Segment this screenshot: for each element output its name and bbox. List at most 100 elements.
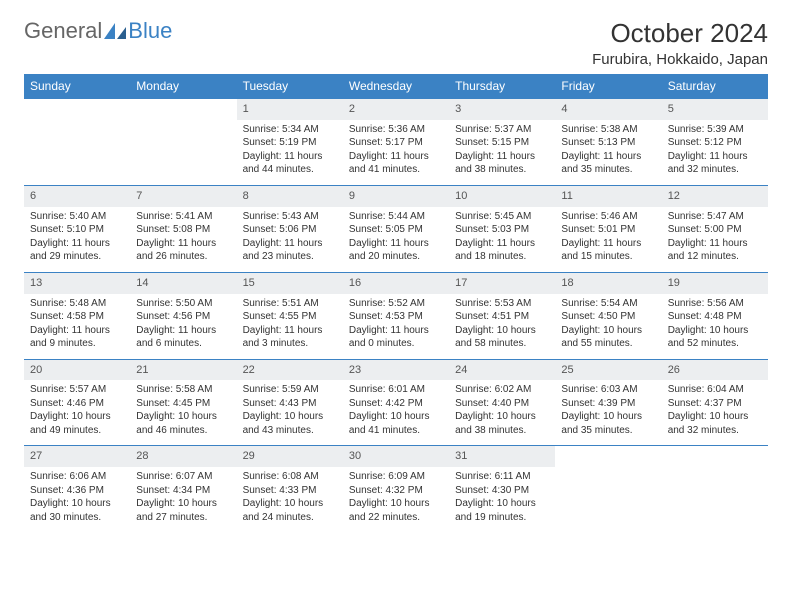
daylight-line: Daylight: 11 hours and 12 minutes.	[668, 237, 762, 264]
daylight-line: Daylight: 11 hours and 26 minutes.	[136, 237, 230, 264]
content-row: Sunrise: 5:57 AMSunset: 4:46 PMDaylight:…	[24, 380, 768, 446]
sunset-line: Sunset: 4:32 PM	[349, 484, 443, 498]
content-row: Sunrise: 5:34 AMSunset: 5:19 PMDaylight:…	[24, 120, 768, 186]
daylight-line: Daylight: 11 hours and 0 minutes.	[349, 324, 443, 351]
brand-part2: Blue	[128, 18, 172, 44]
sunset-line: Sunset: 5:10 PM	[30, 223, 124, 237]
sunset-line: Sunset: 4:55 PM	[243, 310, 337, 324]
day-number: 17	[449, 272, 555, 293]
day-cell: Sunrise: 5:44 AMSunset: 5:05 PMDaylight:…	[343, 207, 449, 273]
daynum-row: 12345	[24, 99, 768, 120]
sunset-line: Sunset: 5:01 PM	[561, 223, 655, 237]
sunrise-line: Sunrise: 6:03 AM	[561, 383, 655, 397]
empty-daynum	[130, 99, 236, 120]
day-cell: Sunrise: 6:11 AMSunset: 4:30 PMDaylight:…	[449, 467, 555, 532]
sunrise-line: Sunrise: 5:54 AM	[561, 297, 655, 311]
sunset-line: Sunset: 4:56 PM	[136, 310, 230, 324]
day-number: 9	[343, 185, 449, 206]
month-title: October 2024	[592, 18, 768, 49]
content-row: Sunrise: 5:48 AMSunset: 4:58 PMDaylight:…	[24, 294, 768, 360]
day-number: 13	[24, 272, 130, 293]
sunset-line: Sunset: 5:08 PM	[136, 223, 230, 237]
day-cell: Sunrise: 6:03 AMSunset: 4:39 PMDaylight:…	[555, 380, 661, 446]
day-number: 20	[24, 359, 130, 380]
day-number: 14	[130, 272, 236, 293]
sunset-line: Sunset: 5:13 PM	[561, 136, 655, 150]
day-number: 23	[343, 359, 449, 380]
daylight-line: Daylight: 11 hours and 3 minutes.	[243, 324, 337, 351]
sunset-line: Sunset: 5:15 PM	[455, 136, 549, 150]
daylight-line: Daylight: 10 hours and 27 minutes.	[136, 497, 230, 524]
daylight-line: Daylight: 10 hours and 32 minutes.	[668, 410, 762, 437]
day-number: 8	[237, 185, 343, 206]
sunrise-line: Sunrise: 5:41 AM	[136, 210, 230, 224]
sunset-line: Sunset: 5:03 PM	[455, 223, 549, 237]
daylight-line: Daylight: 11 hours and 23 minutes.	[243, 237, 337, 264]
day-number: 27	[24, 446, 130, 467]
daynum-row: 2728293031	[24, 446, 768, 467]
day-cell: Sunrise: 6:01 AMSunset: 4:42 PMDaylight:…	[343, 380, 449, 446]
empty-cell	[555, 467, 661, 532]
day-header: Wednesday	[343, 74, 449, 99]
sunset-line: Sunset: 4:34 PM	[136, 484, 230, 498]
sunset-line: Sunset: 5:17 PM	[349, 136, 443, 150]
day-number: 11	[555, 185, 661, 206]
sunset-line: Sunset: 5:19 PM	[243, 136, 337, 150]
sunrise-line: Sunrise: 5:37 AM	[455, 123, 549, 137]
daynum-row: 20212223242526	[24, 359, 768, 380]
day-header: Sunday	[24, 74, 130, 99]
day-cell: Sunrise: 5:40 AMSunset: 5:10 PMDaylight:…	[24, 207, 130, 273]
day-cell: Sunrise: 6:07 AMSunset: 4:34 PMDaylight:…	[130, 467, 236, 532]
day-cell: Sunrise: 5:37 AMSunset: 5:15 PMDaylight:…	[449, 120, 555, 186]
sunrise-line: Sunrise: 5:53 AM	[455, 297, 549, 311]
sunrise-line: Sunrise: 5:46 AM	[561, 210, 655, 224]
sunset-line: Sunset: 4:48 PM	[668, 310, 762, 324]
day-header: Tuesday	[237, 74, 343, 99]
sunset-line: Sunset: 4:33 PM	[243, 484, 337, 498]
sunrise-line: Sunrise: 6:07 AM	[136, 470, 230, 484]
sunrise-line: Sunrise: 6:01 AM	[349, 383, 443, 397]
sunset-line: Sunset: 5:12 PM	[668, 136, 762, 150]
location-text: Furubira, Hokkaido, Japan	[592, 51, 768, 68]
day-cell: Sunrise: 5:41 AMSunset: 5:08 PMDaylight:…	[130, 207, 236, 273]
day-number: 1	[237, 99, 343, 120]
sunrise-line: Sunrise: 6:11 AM	[455, 470, 549, 484]
day-header: Friday	[555, 74, 661, 99]
sunset-line: Sunset: 4:46 PM	[30, 397, 124, 411]
sunrise-line: Sunrise: 6:09 AM	[349, 470, 443, 484]
sunset-line: Sunset: 4:40 PM	[455, 397, 549, 411]
sunrise-line: Sunrise: 5:40 AM	[30, 210, 124, 224]
sunset-line: Sunset: 4:42 PM	[349, 397, 443, 411]
daylight-line: Daylight: 11 hours and 6 minutes.	[136, 324, 230, 351]
daylight-line: Daylight: 10 hours and 35 minutes.	[561, 410, 655, 437]
day-cell: Sunrise: 5:56 AMSunset: 4:48 PMDaylight:…	[662, 294, 768, 360]
sunset-line: Sunset: 4:30 PM	[455, 484, 549, 498]
day-number: 10	[449, 185, 555, 206]
daylight-line: Daylight: 11 hours and 38 minutes.	[455, 150, 549, 177]
sunset-line: Sunset: 5:06 PM	[243, 223, 337, 237]
day-cell: Sunrise: 6:02 AMSunset: 4:40 PMDaylight:…	[449, 380, 555, 446]
day-cell: Sunrise: 5:48 AMSunset: 4:58 PMDaylight:…	[24, 294, 130, 360]
empty-cell	[24, 120, 130, 186]
daylight-line: Daylight: 11 hours and 18 minutes.	[455, 237, 549, 264]
sunrise-line: Sunrise: 5:36 AM	[349, 123, 443, 137]
sunrise-line: Sunrise: 5:39 AM	[668, 123, 762, 137]
day-number: 22	[237, 359, 343, 380]
title-block: October 2024 Furubira, Hokkaido, Japan	[592, 18, 768, 68]
daylight-line: Daylight: 10 hours and 58 minutes.	[455, 324, 549, 351]
day-number: 31	[449, 446, 555, 467]
brand-logo: General Blue	[24, 18, 172, 44]
empty-cell	[130, 120, 236, 186]
daylight-line: Daylight: 11 hours and 15 minutes.	[561, 237, 655, 264]
sunrise-line: Sunrise: 5:47 AM	[668, 210, 762, 224]
calendar-table: SundayMondayTuesdayWednesdayThursdayFrid…	[24, 74, 768, 532]
empty-cell	[662, 467, 768, 532]
sunrise-line: Sunrise: 5:45 AM	[455, 210, 549, 224]
day-number: 30	[343, 446, 449, 467]
day-cell: Sunrise: 5:50 AMSunset: 4:56 PMDaylight:…	[130, 294, 236, 360]
day-header: Saturday	[662, 74, 768, 99]
daylight-line: Daylight: 10 hours and 43 minutes.	[243, 410, 337, 437]
day-number: 5	[662, 99, 768, 120]
daylight-line: Daylight: 10 hours and 52 minutes.	[668, 324, 762, 351]
sunrise-line: Sunrise: 5:48 AM	[30, 297, 124, 311]
